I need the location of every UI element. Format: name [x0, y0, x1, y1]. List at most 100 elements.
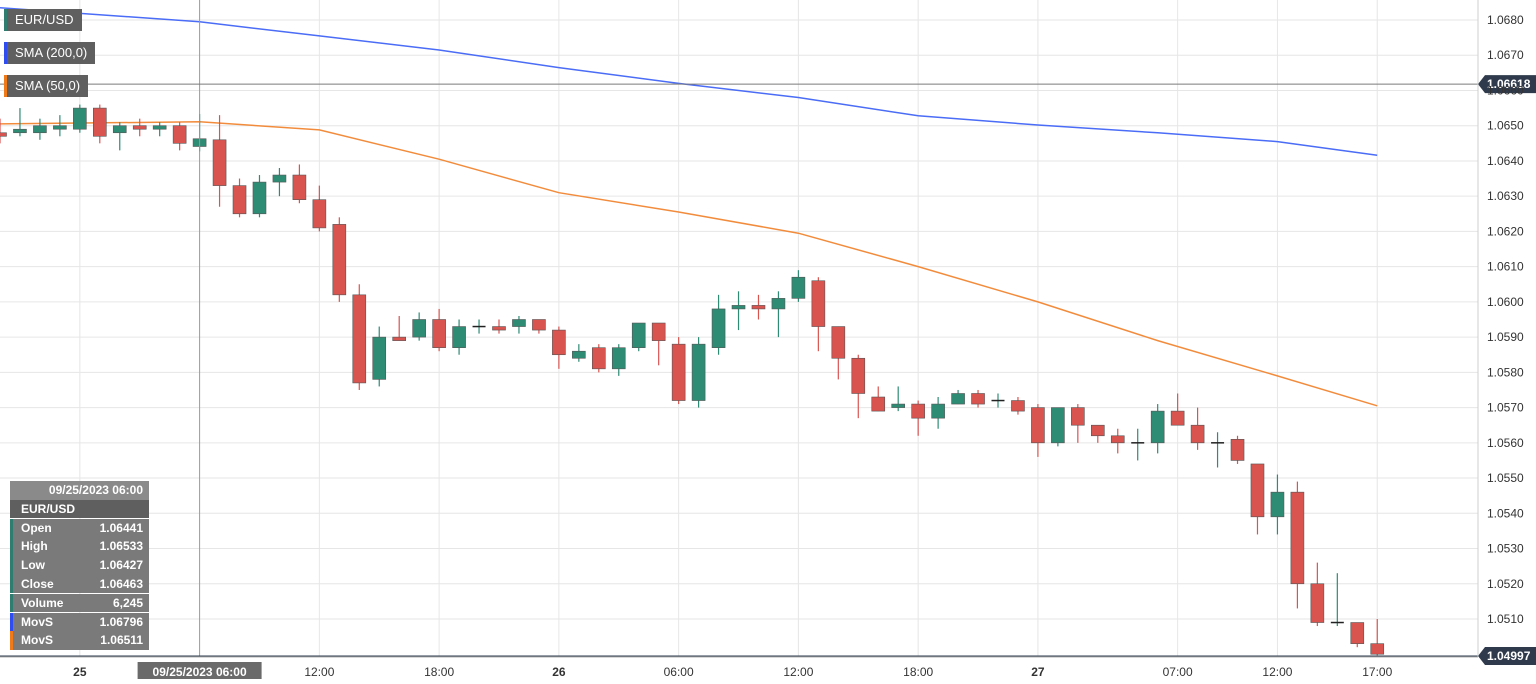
- candle-body: [312, 199, 327, 229]
- legend-symbol[interactable]: EUR/USD: [4, 9, 82, 31]
- y-tick-label: 1.0510: [1487, 612, 1524, 626]
- y-tick-label: 1.0580: [1487, 365, 1524, 379]
- y-tick-label: 1.0590: [1487, 330, 1524, 344]
- candle: [53, 115, 67, 137]
- candle-body: [152, 125, 167, 130]
- x-tick-label: 12:00: [304, 665, 334, 679]
- candle-body: [232, 185, 247, 215]
- x-tick-label: 27: [1031, 665, 1045, 679]
- candle: [591, 344, 606, 373]
- candle-body: [691, 343, 706, 401]
- candle-body: [1270, 491, 1285, 518]
- candle-body: [871, 396, 886, 412]
- candle-body: [73, 107, 87, 130]
- candle: [1190, 407, 1205, 450]
- candle: [292, 164, 307, 204]
- candle-body: [1370, 643, 1385, 655]
- candle: [532, 319, 546, 334]
- candle-body: [731, 305, 746, 310]
- candle: [1071, 404, 1085, 443]
- y-tick-label: 1.0570: [1487, 401, 1524, 415]
- candle: [731, 291, 746, 331]
- candle: [751, 294, 766, 320]
- y-tick-label: 1.0660: [1487, 83, 1524, 97]
- info-date-text: 09/25/2023 06:00: [48, 483, 143, 497]
- y-tick-label: 1.0600: [1487, 295, 1524, 309]
- candle-body: [93, 107, 107, 137]
- candle-body: [332, 224, 347, 296]
- candle-body: [651, 322, 666, 341]
- legend-sma50-label: SMA (50,0): [15, 78, 81, 93]
- candle-body: [751, 305, 766, 310]
- x-tick-label: 25: [73, 665, 87, 679]
- candle: [352, 284, 367, 390]
- candle-body: [771, 298, 786, 310]
- candle: [1290, 481, 1305, 609]
- candle: [1131, 428, 1145, 461]
- legend-sma200[interactable]: SMA (200,0): [4, 42, 96, 64]
- candle: [412, 312, 426, 341]
- candle: [1370, 619, 1385, 656]
- y-tick-label: 1.0670: [1487, 48, 1524, 62]
- candle: [432, 308, 446, 352]
- candle: [951, 389, 965, 405]
- info-value: 6,245: [112, 595, 143, 610]
- candle: [93, 104, 107, 144]
- candle-body: [352, 294, 367, 384]
- candle: [851, 354, 866, 419]
- candle-body: [1250, 463, 1265, 518]
- candle: [691, 337, 706, 408]
- candle-body: [552, 329, 566, 356]
- candle-body: [53, 125, 67, 130]
- last-price-tag-bg: [1478, 647, 1536, 665]
- candle-body: [112, 125, 127, 134]
- legend-sma200-label: SMA (200,0): [15, 45, 88, 60]
- candle: [572, 344, 586, 362]
- candle: [152, 122, 167, 137]
- info-value: 1.06533: [99, 539, 143, 554]
- candle: [831, 326, 846, 380]
- candle-body: [1170, 410, 1185, 426]
- info-open: Open 1.06441: [10, 518, 149, 538]
- legend-sma50[interactable]: SMA (50,0): [4, 75, 89, 97]
- ohlc-info-box: 09/25/2023 06:00 EUR/USD Open 1.06441 Hig…: [10, 481, 149, 650]
- candle: [991, 393, 1005, 408]
- candle-body: [1150, 410, 1165, 444]
- y-tick-label: 1.0650: [1487, 119, 1524, 133]
- candle-body: [1290, 491, 1305, 585]
- candle: [232, 178, 247, 218]
- candle-body: [432, 319, 446, 348]
- candle-body: [931, 403, 945, 419]
- candle-body: [631, 322, 646, 348]
- candle: [472, 319, 486, 334]
- info-symbol: EUR/USD: [10, 499, 149, 519]
- candle-body: [572, 350, 586, 359]
- candle: [33, 118, 47, 140]
- x-tick-label: 18:00: [424, 665, 454, 679]
- candle: [73, 104, 87, 133]
- candle: [452, 319, 466, 355]
- info-volume: Volume 6,245: [10, 593, 149, 613]
- candle: [611, 344, 626, 376]
- legend-symbol-label: EUR/USD: [15, 12, 74, 27]
- candle-body: [611, 347, 626, 370]
- candle-body: [1051, 407, 1065, 444]
- candle: [1230, 435, 1245, 464]
- candle: [272, 167, 287, 197]
- info-label: Volume: [21, 595, 64, 610]
- candle-body: [951, 393, 965, 405]
- candle-body: [1031, 407, 1045, 444]
- candle-body: [791, 276, 806, 299]
- candle-body: [971, 393, 985, 405]
- info-value: 1.06441: [99, 520, 143, 535]
- candle: [1150, 404, 1165, 454]
- sma200-line: [0, 6, 1378, 157]
- y-tick-label: 1.0630: [1487, 189, 1524, 203]
- candle: [1110, 428, 1125, 454]
- crosshair-label: 09/25/2023 06:00: [153, 665, 247, 679]
- hline-tag-bg: [1478, 75, 1536, 94]
- candle-body: [252, 181, 267, 215]
- sma-lines: [0, 6, 1378, 407]
